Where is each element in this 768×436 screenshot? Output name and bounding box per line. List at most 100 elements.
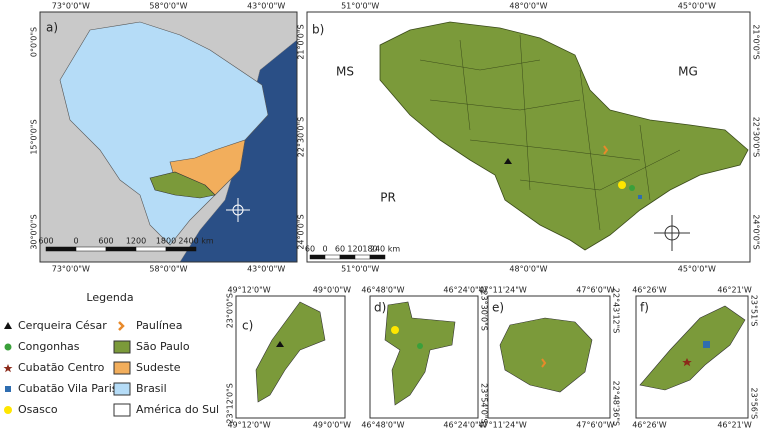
coord-label: 47°11'24"W xyxy=(478,286,526,295)
legend-symbol xyxy=(5,386,11,392)
marker xyxy=(618,181,626,189)
scale-bar xyxy=(45,246,77,252)
coord-label: 22°48'36"S xyxy=(612,381,621,427)
state-label: PR xyxy=(380,191,396,205)
scale-label: 1800 xyxy=(156,237,176,246)
coord-label: 49°12'0"W xyxy=(227,421,270,430)
coord-label: 22°30'0"S xyxy=(752,117,761,157)
municipality xyxy=(639,305,746,391)
coord-label: 45°0'0"W xyxy=(678,2,716,11)
coord-label: 23°30'0"S xyxy=(480,290,489,330)
municipality xyxy=(499,317,593,393)
coord-label: 23°56'S xyxy=(750,388,759,420)
legend-symbol xyxy=(3,364,13,373)
legend-label: Cubatão Centro xyxy=(18,361,105,374)
panel-label: f) xyxy=(640,301,649,315)
scale-label: 0 xyxy=(73,237,78,246)
legend-label: Cubatão Vila Parisi xyxy=(18,382,121,395)
legend-symbol xyxy=(118,321,125,331)
coord-label: 22°30'0"S xyxy=(297,117,306,157)
legend-symbol xyxy=(113,403,131,417)
marker xyxy=(541,358,547,368)
scale-label: 1200 xyxy=(126,237,146,246)
coord-label: 49°0'0"W xyxy=(313,286,351,295)
scale-bar xyxy=(369,254,386,260)
marker xyxy=(504,158,512,164)
coord-label: 23°51'S xyxy=(750,295,759,327)
municipal-borders xyxy=(419,34,681,231)
coord-label: 23°0'0"S xyxy=(226,293,235,328)
coord-label: 46°26'W xyxy=(632,286,667,295)
sao-paulo xyxy=(149,171,216,199)
legend-symbol xyxy=(4,343,12,351)
marker xyxy=(417,343,423,349)
state-label: MS xyxy=(336,65,354,79)
panel-label: d) xyxy=(374,301,386,315)
coord-label: 0°0'0"S xyxy=(30,27,39,57)
north-arrow xyxy=(226,198,250,222)
scale-label: 600 xyxy=(98,237,113,246)
legend-label: São Paulo xyxy=(136,340,190,353)
legend-label: Congonhas xyxy=(18,340,80,353)
coord-label: 46°24'0"W xyxy=(443,421,486,430)
coord-label: 24°0'0"S xyxy=(297,214,306,249)
legend-symbol xyxy=(113,340,131,354)
scale-bar xyxy=(165,246,197,252)
marker xyxy=(603,145,609,155)
coord-label: 21°0'0"S xyxy=(752,24,761,59)
coord-label: 47°6'0"W xyxy=(576,421,614,430)
scale-label: 120 xyxy=(347,245,362,254)
state-label: MG xyxy=(678,65,698,79)
marker xyxy=(682,358,692,367)
coord-label: 73°0'0"W xyxy=(52,265,90,274)
coord-label: 49°12'0"W xyxy=(227,286,270,295)
panel-label: c) xyxy=(242,319,253,333)
legend-label: Brasil xyxy=(136,382,167,395)
coord-label: 73°0'0"W xyxy=(52,2,90,11)
coord-label: 58°0'0"W xyxy=(149,265,187,274)
coord-label: 47°6'0"W xyxy=(576,286,614,295)
scale-label: 60 xyxy=(335,245,345,254)
coord-label: 48°0'0"W xyxy=(509,265,547,274)
coord-label: 23°54'0"S xyxy=(480,383,489,423)
coord-label: 46°21'W xyxy=(717,286,752,295)
scale-label: 240 km xyxy=(370,245,400,254)
coord-label: 21°0'0"S xyxy=(297,24,306,59)
scale-bar xyxy=(354,254,371,260)
sao-paulo-state xyxy=(379,21,749,251)
scale-bar xyxy=(324,254,341,260)
municipality xyxy=(384,301,456,406)
coord-label: 58°0'0"W xyxy=(149,2,187,11)
frame xyxy=(39,11,298,263)
coord-label: 22°43'12"S xyxy=(612,288,621,334)
coord-label: 23°12'0"S xyxy=(226,383,235,423)
marker xyxy=(276,341,284,347)
scale-label: 180 xyxy=(362,245,377,254)
scale-label: 0 xyxy=(322,245,327,254)
legend-label: Osasco xyxy=(18,403,58,416)
scale-bar xyxy=(105,246,137,252)
coord-label: 43°0'0"W xyxy=(247,265,285,274)
coord-label: 51°0'0"W xyxy=(341,265,379,274)
coord-label: 51°0'0"W xyxy=(341,2,379,11)
coord-label: 15°0'0"S xyxy=(30,119,39,154)
coord-label: 30°0'0"S xyxy=(30,214,39,249)
coord-label: 43°0'0"W xyxy=(247,2,285,11)
scale-bar xyxy=(135,246,167,252)
panel-label: e) xyxy=(492,301,504,315)
marker xyxy=(638,195,642,199)
coord-label: 46°48'0"W xyxy=(361,286,404,295)
marker xyxy=(703,341,710,348)
scale-label: 60 xyxy=(305,245,315,254)
scale-bar xyxy=(339,254,356,260)
coord-label: 46°21'W xyxy=(717,421,752,430)
scale-label: 600 xyxy=(38,237,53,246)
scale-bar xyxy=(75,246,107,252)
municipality xyxy=(255,301,326,403)
coord-label: 46°48'0"W xyxy=(361,421,404,430)
legend-symbol xyxy=(113,361,131,375)
marker xyxy=(629,185,635,191)
scale-bar xyxy=(309,254,326,260)
north-arrow xyxy=(654,215,690,251)
